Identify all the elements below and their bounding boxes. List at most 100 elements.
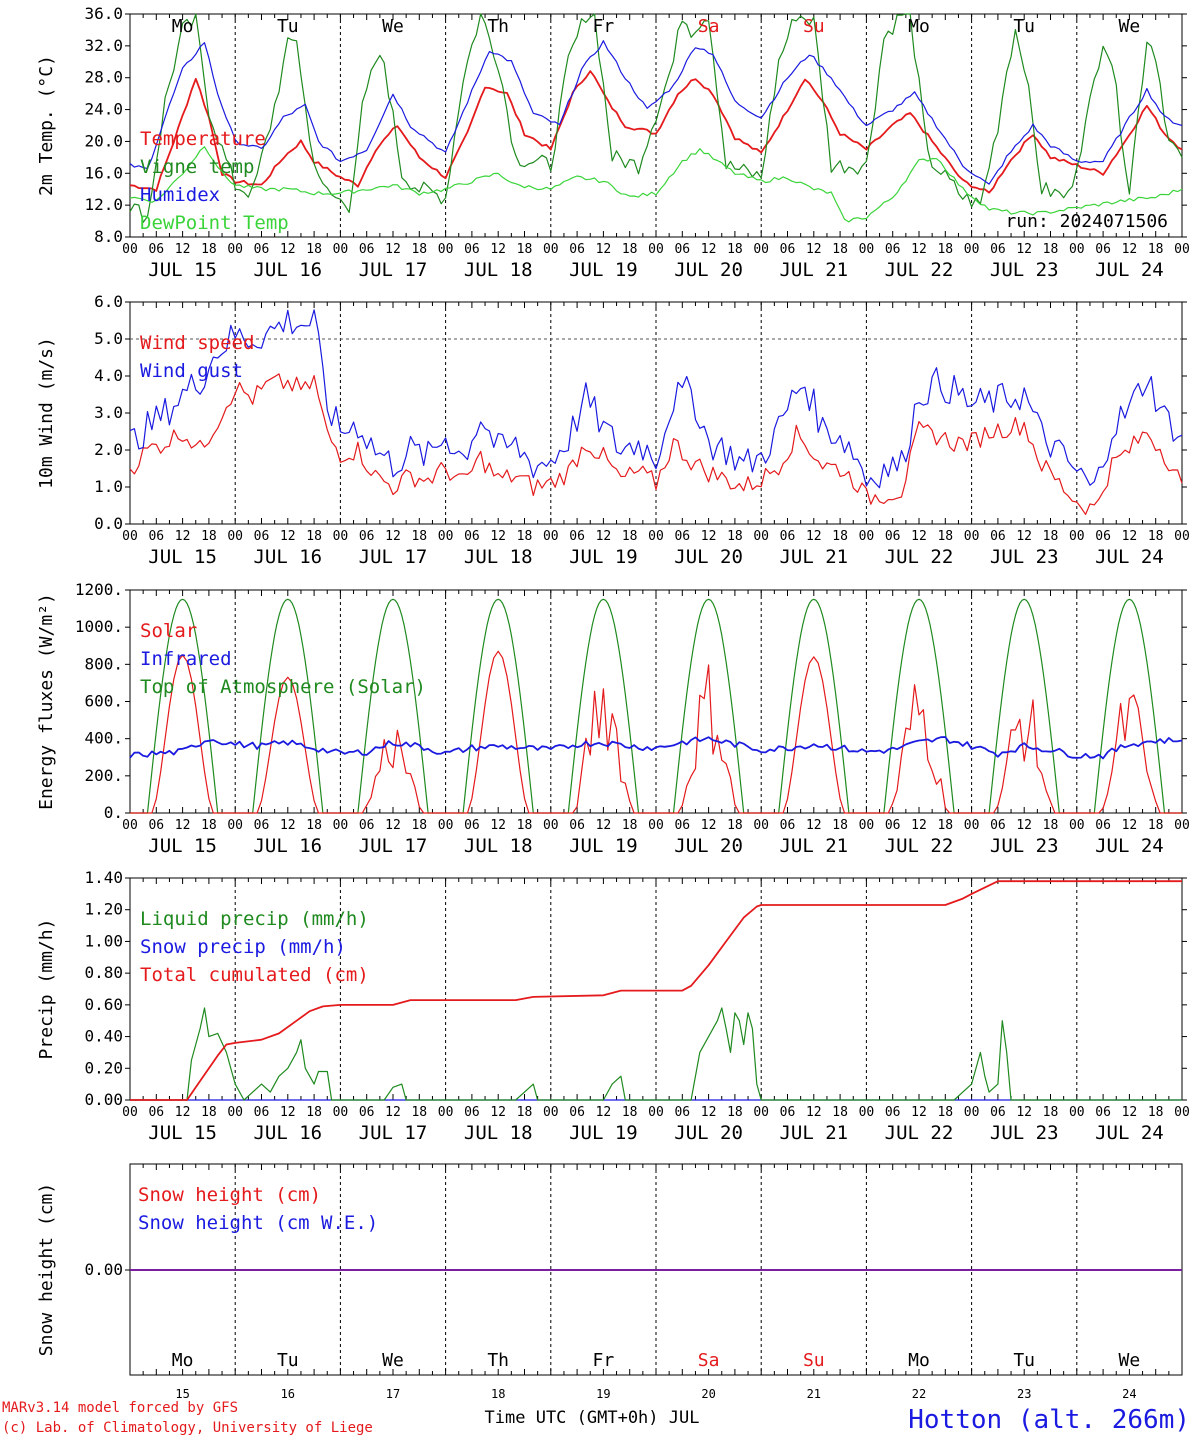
legend-entry: Wind speed bbox=[140, 332, 254, 354]
y-axis-label: Precip (mm/h) bbox=[36, 919, 57, 1060]
hour-tick-label: 00 bbox=[859, 242, 875, 257]
hour-tick-label: 12 bbox=[596, 818, 612, 833]
weekday-label: We bbox=[382, 16, 404, 37]
hour-tick-label: 12 bbox=[806, 242, 822, 257]
hour-tick-label: 00 bbox=[753, 242, 769, 257]
date-label: JUL 22 bbox=[885, 835, 954, 857]
hour-tick-label: 00 bbox=[648, 818, 664, 833]
y-tick-label: 0.40 bbox=[84, 1027, 123, 1046]
day-number-label: 21 bbox=[807, 1387, 821, 1401]
hour-tick-label: 06 bbox=[885, 529, 901, 544]
hour-tick-label: 00 bbox=[964, 242, 980, 257]
day-number-label: 17 bbox=[386, 1387, 400, 1401]
hour-tick-label: 12 bbox=[385, 818, 401, 833]
hour-tick-label: 18 bbox=[622, 242, 638, 257]
weekday-label: We bbox=[1119, 1350, 1141, 1371]
day-number-label: 19 bbox=[596, 1387, 610, 1401]
hour-tick-label: 18 bbox=[517, 818, 533, 833]
weekday-label: Sa bbox=[698, 1350, 720, 1371]
hour-tick-label: 06 bbox=[569, 1105, 585, 1120]
date-label: JUL 20 bbox=[674, 1122, 743, 1144]
hour-tick-label: 06 bbox=[359, 818, 375, 833]
hour-tick-label: 06 bbox=[780, 529, 796, 544]
day-number-label: 18 bbox=[491, 1387, 505, 1401]
weekday-label: Fr bbox=[593, 1350, 615, 1371]
hour-tick-label: 18 bbox=[727, 242, 743, 257]
legend-entry: Snow height (cm) bbox=[138, 1184, 321, 1206]
date-label: JUL 22 bbox=[885, 1122, 954, 1144]
y-axis-label: Snow height (cm) bbox=[36, 1183, 57, 1356]
hour-tick-label: 18 bbox=[1043, 818, 1059, 833]
temp-series-line bbox=[129, 70, 1183, 194]
plot-frame bbox=[129, 13, 1183, 238]
date-label: JUL 19 bbox=[569, 259, 638, 281]
legend-entry: Wind gust bbox=[140, 360, 243, 382]
hour-tick-label: 00 bbox=[1069, 529, 1085, 544]
hour-tick-label: 12 bbox=[385, 529, 401, 544]
date-label: JUL 16 bbox=[253, 259, 322, 281]
hour-tick-label: 00 bbox=[964, 529, 980, 544]
hour-tick-label: 00 bbox=[122, 818, 138, 833]
hour-tick-label: 18 bbox=[832, 242, 848, 257]
y-tick-label: 200. bbox=[84, 766, 123, 785]
hour-tick-label: 12 bbox=[701, 529, 717, 544]
hour-tick-label: 18 bbox=[832, 529, 848, 544]
hour-tick-label: 00 bbox=[1069, 242, 1085, 257]
legend-entry: Solar bbox=[140, 620, 197, 642]
hour-tick-label: 00 bbox=[438, 529, 454, 544]
hour-tick-label: 06 bbox=[148, 818, 164, 833]
hour-tick-label: 18 bbox=[832, 1105, 848, 1120]
y-tick-label: 400. bbox=[84, 729, 123, 748]
hour-tick-label: 18 bbox=[1148, 1105, 1164, 1120]
hour-tick-label: 18 bbox=[201, 529, 217, 544]
y-axis-label: 10m Wind (m/s) bbox=[36, 337, 57, 489]
temp-series-line bbox=[129, 146, 1183, 223]
weekday-label: We bbox=[1119, 16, 1141, 37]
legend-entry: Temperature bbox=[140, 128, 266, 150]
wind-series-line bbox=[129, 309, 1183, 489]
date-label: JUL 22 bbox=[885, 546, 954, 568]
y-tick-label: 1.20 bbox=[84, 900, 123, 919]
hour-tick-label: 00 bbox=[438, 1105, 454, 1120]
hour-tick-label: 00 bbox=[333, 529, 349, 544]
hour-tick-label: 00 bbox=[543, 242, 559, 257]
y-tick-label: 0. bbox=[104, 803, 123, 822]
hour-tick-label: 00 bbox=[438, 818, 454, 833]
date-label: JUL 16 bbox=[253, 835, 322, 857]
hour-tick-label: 00 bbox=[753, 818, 769, 833]
hour-tick-label: 06 bbox=[1095, 818, 1111, 833]
hour-tick-label: 12 bbox=[1122, 818, 1138, 833]
legend-entry: Snow precip (mm/h) bbox=[140, 936, 346, 958]
y-tick-label: 12.0 bbox=[84, 195, 123, 214]
lab-credit: (c) Lab. of Climatology, University of L… bbox=[2, 1420, 373, 1436]
hour-tick-label: 12 bbox=[806, 818, 822, 833]
date-label: JUL 16 bbox=[253, 546, 322, 568]
hour-tick-label: 18 bbox=[937, 529, 953, 544]
hour-tick-label: 12 bbox=[490, 242, 506, 257]
y-tick-label: 0.80 bbox=[84, 963, 123, 982]
hour-tick-label: 12 bbox=[1016, 818, 1032, 833]
hour-tick-label: 00 bbox=[859, 1105, 875, 1120]
hour-tick-label: 06 bbox=[990, 818, 1006, 833]
hour-tick-label: 00 bbox=[333, 1105, 349, 1120]
legend-entry: Top of Atmosphere (Solar) bbox=[140, 676, 426, 698]
legend-entry: Total cumulated (cm) bbox=[140, 964, 369, 986]
hour-tick-label: 12 bbox=[490, 818, 506, 833]
hour-tick-label: 12 bbox=[175, 1105, 191, 1120]
hour-tick-label: 00 bbox=[227, 1105, 243, 1120]
date-label: JUL 23 bbox=[990, 1122, 1059, 1144]
hour-tick-label: 18 bbox=[937, 242, 953, 257]
energy-panel: 0. 200. 400. 600. 800. 1000. 1200. Energy fluxe… bbox=[36, 580, 1190, 857]
date-label: JUL 20 bbox=[674, 835, 743, 857]
y-tick-label: 28.0 bbox=[84, 68, 123, 87]
date-label: JUL 18 bbox=[464, 1122, 533, 1144]
hour-tick-label: 06 bbox=[569, 529, 585, 544]
hour-tick-label: 18 bbox=[727, 529, 743, 544]
hour-tick-label: 18 bbox=[306, 242, 322, 257]
hour-tick-label: 12 bbox=[596, 1105, 612, 1120]
y-tick-label: 8.0 bbox=[94, 227, 123, 246]
hour-tick-label: 18 bbox=[517, 1105, 533, 1120]
hour-tick-label: 06 bbox=[674, 1105, 690, 1120]
hour-tick-label: 18 bbox=[1043, 1105, 1059, 1120]
